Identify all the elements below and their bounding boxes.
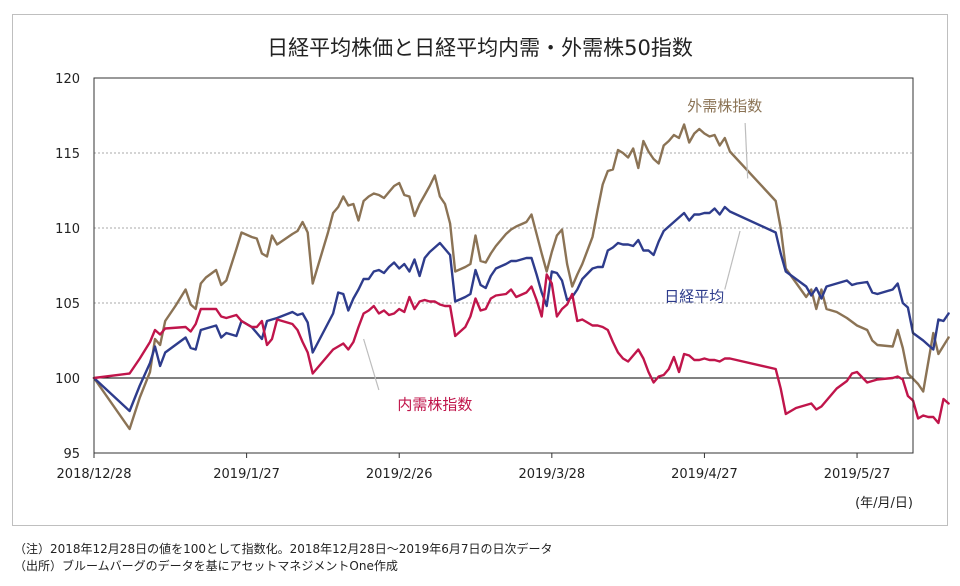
gridlines <box>94 152 913 379</box>
annotation-pointers <box>363 122 749 391</box>
x-tick-label: 2019/2/26 <box>366 467 433 482</box>
axes <box>93 77 914 458</box>
tick-labels: 2018/12/28 2019/1/27 2019/2/26 2019/3/28 201… <box>55 72 913 511</box>
chart-frame <box>12 14 948 526</box>
y-tick-label: 100 <box>55 372 80 387</box>
y-tick-label: 95 <box>63 447 80 462</box>
x-tick-label: 2019/5/27 <box>824 467 891 482</box>
series-lines <box>92 123 950 431</box>
annotation-pointer <box>363 338 380 391</box>
x-tick-label: 2019/1/27 <box>213 467 280 482</box>
series-label: 外需株指数 <box>687 97 762 115</box>
note-line: （出所）ブルームバーグのデータを基にアセットマネジメントOne作成 <box>14 559 398 573</box>
y-tick-label: 115 <box>55 147 80 162</box>
y-tick-label: 105 <box>55 297 80 312</box>
series-line <box>92 205 950 413</box>
plot-area <box>93 77 914 454</box>
x-unit-label: (年/月/日) <box>855 496 913 511</box>
annotation-pointer <box>724 230 741 290</box>
x-tick-label: 2019/3/28 <box>518 467 585 482</box>
y-tick-label: 110 <box>55 222 80 237</box>
series-line <box>92 273 950 425</box>
series-label: 内需株指数 <box>397 396 472 414</box>
note-line: （注）2018年12月28日の値を100として指数化。2018年12月28日～2… <box>14 542 553 556</box>
x-tick-label: 2018/12/28 <box>57 467 132 482</box>
series-line <box>92 123 950 431</box>
series-label: 日経平均 <box>664 288 724 306</box>
annotation-pointer <box>744 122 749 179</box>
x-tick-label: 2019/4/27 <box>671 467 738 482</box>
line-chart: 2018/12/28 2019/1/27 2019/2/26 2019/3/28 201… <box>55 72 950 511</box>
y-tick-label: 120 <box>55 72 80 87</box>
chart-title: 日経平均株価と日経平均内需・外需株50指数 <box>267 36 693 60</box>
footnotes: （注）2018年12月28日の値を100として指数化。2018年12月28日～2… <box>14 541 553 575</box>
